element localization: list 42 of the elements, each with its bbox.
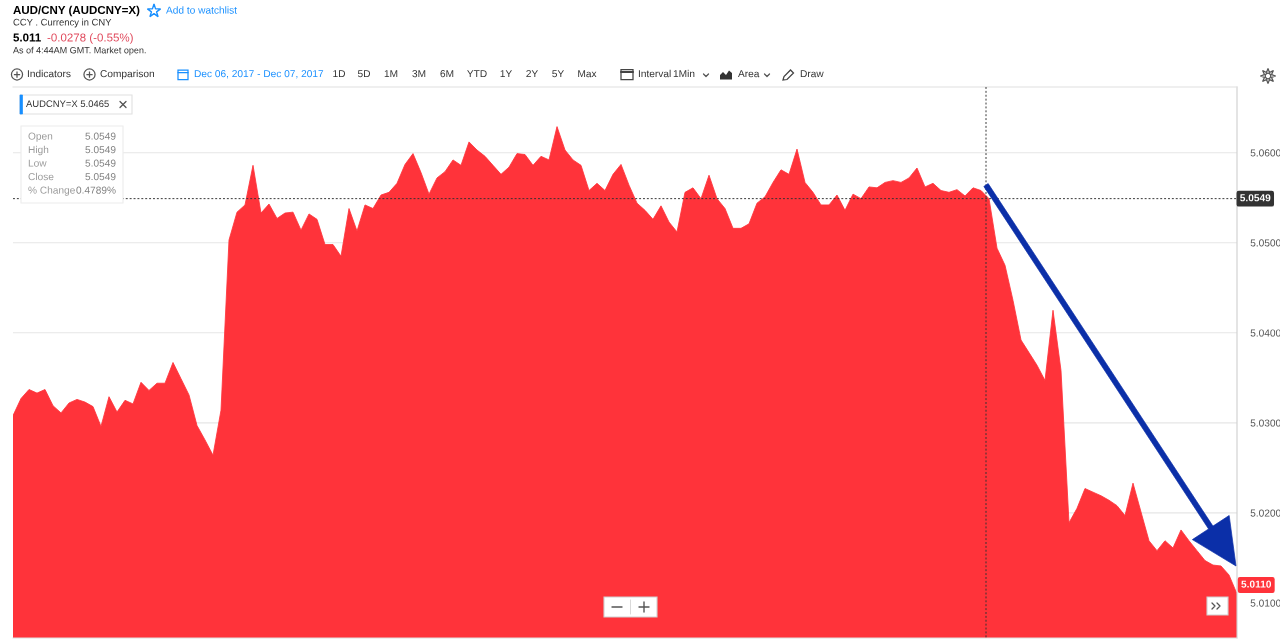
y-tick-label: 5.0300 bbox=[1250, 419, 1280, 427]
text: Indicators bbox=[27, 69, 71, 78]
text: Interval bbox=[638, 69, 671, 78]
text: 5D bbox=[357, 70, 370, 78]
text: 3M bbox=[412, 70, 426, 78]
chart-title: AUD/CNY (AUDCNY=X) bbox=[13, 5, 140, 17]
y-tick-label: 5.0600 bbox=[1250, 149, 1280, 157]
text: Dec 06, 2017 - Dec 07, 2017 bbox=[194, 70, 324, 79]
text: 5.011 bbox=[13, 33, 41, 42]
annotation: Low bbox=[28, 159, 47, 167]
text: As of 4:44AM GMT. Market open. bbox=[13, 46, 146, 56]
text: -0.0278 (-0.55%) bbox=[47, 33, 133, 44]
text: Add to watchlist bbox=[166, 6, 237, 14]
y-tick-label: 5.0100 bbox=[1250, 599, 1280, 607]
text: 1Y bbox=[500, 70, 512, 78]
y-tick-label: 5.0400 bbox=[1250, 329, 1280, 337]
text: 2Y bbox=[526, 70, 538, 78]
annotation: 5.0549 bbox=[85, 173, 116, 181]
y-tick-label: 5.0200 bbox=[1250, 509, 1280, 517]
annotation: 5.0549 bbox=[85, 159, 116, 167]
annotation: % Change bbox=[28, 186, 75, 196]
text: 1Min bbox=[673, 69, 695, 78]
text: 5Y bbox=[552, 70, 564, 78]
text: YTD bbox=[467, 70, 487, 78]
annotation: AUDCNY=X 5.0465 bbox=[26, 100, 109, 108]
chart-subtitle: CCY . Currency in CNY bbox=[13, 18, 112, 28]
text: 1M bbox=[384, 70, 398, 78]
text: Comparison bbox=[100, 69, 154, 80]
text: 5.0110 bbox=[1241, 580, 1272, 588]
text: 6M bbox=[440, 70, 454, 78]
annotation: Open bbox=[28, 132, 53, 142]
ref-line-label: 5.0549 bbox=[1240, 194, 1271, 202]
y-tick-label: 5.0500 bbox=[1250, 239, 1280, 247]
text: Max bbox=[578, 70, 597, 78]
annotation: 5.0549 bbox=[85, 146, 116, 154]
annotation: 0.4789% bbox=[76, 186, 116, 194]
text: Draw bbox=[800, 70, 824, 78]
annotation: High bbox=[28, 145, 49, 156]
annotation: 5.0549 bbox=[85, 132, 116, 140]
text: 1D bbox=[333, 70, 345, 78]
text: Area bbox=[738, 70, 760, 78]
annotation: Close bbox=[28, 172, 54, 181]
